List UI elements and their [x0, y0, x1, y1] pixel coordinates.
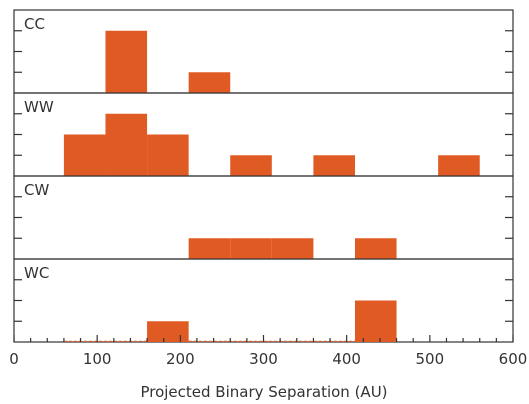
- x-tick-label: 100: [83, 350, 112, 368]
- histogram-bar: [63, 134, 106, 176]
- panel-frame: [13, 9, 514, 94]
- x-axis: 0 100 200 300 400 500 600: [9, 335, 527, 368]
- x-axis-label: Projected Binary Separation (AU): [140, 383, 387, 401]
- panel-cw: CW: [13, 175, 514, 260]
- histogram-bar: [271, 238, 314, 259]
- x-tick-label: 400: [332, 350, 361, 368]
- histogram-bar: [188, 238, 231, 259]
- histogram-bar: [230, 238, 272, 259]
- panel-frame: [13, 258, 514, 343]
- panel-label: WC: [24, 264, 49, 282]
- histogram-bar: [438, 155, 480, 176]
- histogram-bar: [354, 300, 397, 342]
- histogram-bar: [105, 113, 148, 176]
- panels: CC WW CW WC: [13, 9, 514, 343]
- panel-wc: WC: [13, 258, 514, 343]
- x-tick-label: 600: [499, 350, 528, 368]
- histogram-bar: [147, 134, 189, 176]
- panel-ww: WW: [13, 92, 514, 177]
- histogram-bar: [188, 72, 231, 93]
- histogram-bar: [313, 155, 355, 176]
- x-tick-label: 300: [249, 350, 278, 368]
- histogram-bar: [105, 30, 148, 93]
- x-tick-label: 500: [416, 350, 445, 368]
- histogram-bar: [147, 321, 189, 342]
- x-tick-label: 200: [166, 350, 195, 368]
- histogram-bar: [354, 238, 397, 259]
- x-tick-label: 0: [9, 350, 19, 368]
- panel-label: CW: [24, 181, 49, 199]
- histogram-bar: [230, 155, 272, 176]
- panel-label: WW: [24, 98, 54, 116]
- panel-label: CC: [24, 15, 45, 33]
- panel-cc: CC: [13, 9, 514, 94]
